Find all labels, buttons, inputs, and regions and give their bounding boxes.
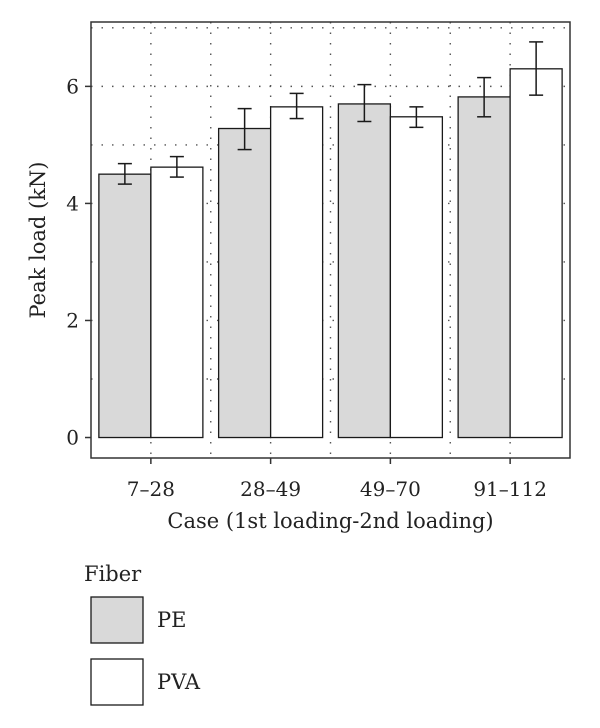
bar-pe-2 xyxy=(217,127,272,439)
error-bar-pva-4 xyxy=(529,41,544,96)
x-tick-label: 28–49 xyxy=(240,477,301,501)
y-tick-label: 0 xyxy=(66,426,79,450)
x-tick-label: 7–28 xyxy=(127,477,175,501)
y-axis-title: Peak load (kN) xyxy=(26,161,50,318)
y-tick-label: 4 xyxy=(66,191,79,215)
bar-pva-3 xyxy=(389,116,444,439)
y-axis-ticks: 0 2 4 6 xyxy=(66,74,91,450)
error-bar-pe-4 xyxy=(477,76,492,118)
plot-frame xyxy=(90,21,571,459)
legend: PE PVA xyxy=(90,596,201,706)
error-bar-pe-3 xyxy=(357,83,372,123)
error-bar-pva-1 xyxy=(169,155,184,178)
error-bar-pva-3 xyxy=(409,106,424,129)
x-axis-ticks: 7–28 28–49 49–70 91–112 xyxy=(127,458,547,501)
y-tick-label: 6 xyxy=(66,74,79,98)
legend-swatch-pva xyxy=(90,658,144,706)
bar-pva-2 xyxy=(269,106,324,439)
legend-label-pe: PE xyxy=(157,608,186,632)
bars-layer xyxy=(98,68,563,439)
bar-pe-1 xyxy=(98,173,152,439)
error-bar-pva-2 xyxy=(289,92,304,120)
error-bar-pe-1 xyxy=(117,162,132,185)
bar-pe-4 xyxy=(457,96,511,439)
bar-pva-4 xyxy=(509,68,563,439)
y-tick-label: 2 xyxy=(66,308,79,332)
x-tick-label: 91–112 xyxy=(473,477,547,501)
x-axis-title: Case (1st loading-2nd loading) xyxy=(167,509,493,533)
bar-pe-3 xyxy=(337,103,392,439)
x-tick-label: 49–70 xyxy=(360,477,421,501)
error-bars-layer xyxy=(117,41,544,185)
legend-title: Fiber xyxy=(84,562,142,586)
bar-pva-1 xyxy=(150,166,204,439)
legend-swatch-pe xyxy=(90,596,144,644)
error-bar-pe-2 xyxy=(237,107,252,151)
legend-label-pva: PVA xyxy=(157,670,201,694)
